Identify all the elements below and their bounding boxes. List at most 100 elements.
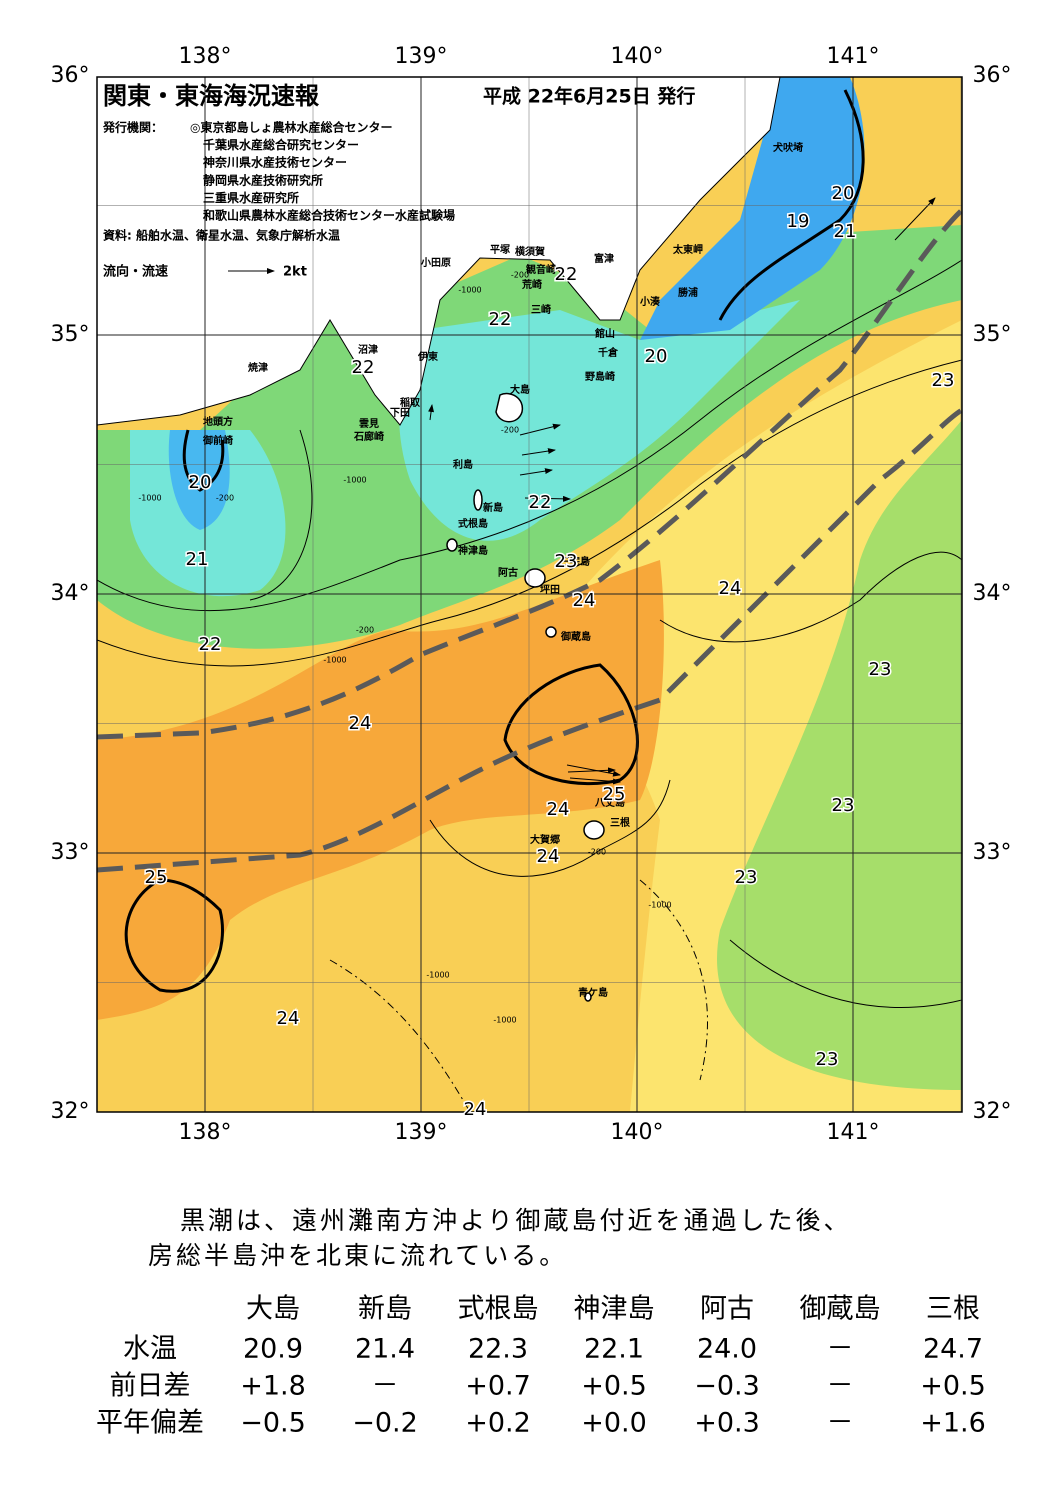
place-name: 阿古 — [498, 566, 518, 579]
contour-label: 24 — [537, 846, 560, 867]
place-name: 大賀郷 — [530, 833, 560, 846]
lon-label: 141° — [827, 44, 880, 69]
lat-label: 32° — [973, 1099, 1012, 1124]
land — [97, 77, 781, 426]
thick-contours — [124, 89, 865, 993]
depth-label: -1000 — [648, 901, 671, 910]
place-name: 犬吠埼 — [773, 141, 803, 154]
place-name: 三崎 — [531, 303, 551, 316]
table-cell: 22.1 — [584, 1334, 644, 1365]
contour-label: 25 — [145, 867, 168, 888]
table-cell: −0.5 — [240, 1408, 306, 1439]
place-name: 式根島 — [458, 517, 488, 530]
table-cell: +0.0 — [581, 1408, 647, 1439]
issuer: 三重県水産研究所 — [203, 190, 299, 205]
kuroshio-axis — [97, 208, 962, 873]
table-cell: 24.7 — [923, 1334, 983, 1365]
issuer: 和歌山県農林水産総合技術センター水産試験場 — [202, 208, 455, 223]
lat-label: 35° — [973, 322, 1012, 347]
place-name: 新島 — [483, 501, 503, 514]
contour-label: 24 — [719, 578, 742, 599]
contour-label: 23 — [869, 659, 892, 680]
depth-label: -1000 — [426, 971, 449, 980]
table-header: 大島 — [246, 1294, 300, 1325]
issuer: 千葉県水産総合研究センター — [203, 137, 359, 152]
lon-label: 138° — [179, 1120, 232, 1145]
place-name: 富津 — [594, 252, 614, 265]
depth-label: -200 — [511, 271, 529, 280]
depth-label: -200 — [588, 848, 606, 857]
contour-label: 24 — [573, 590, 596, 611]
place-name: 青ケ島 — [578, 986, 608, 999]
table-cell: 20.9 — [243, 1334, 303, 1365]
table-cell: 24.0 — [697, 1334, 757, 1365]
depth-label: -1000 — [138, 494, 161, 503]
place-name: 観音崎 — [526, 263, 556, 276]
table-cell: +1.6 — [920, 1408, 986, 1439]
row-label: 水温 — [123, 1334, 177, 1365]
issuer: 静岡県水産技術研究所 — [203, 172, 323, 187]
row-label: 平年偏差 — [96, 1408, 204, 1439]
sea-20-east — [640, 77, 865, 340]
place-name: 三根 — [610, 816, 630, 829]
place-name: 大島 — [510, 383, 530, 396]
place-name: 坪田 — [540, 583, 560, 596]
contour-label: 20 — [189, 472, 212, 493]
table-cell: +0.7 — [465, 1371, 531, 1402]
table-cell: 22.3 — [468, 1334, 528, 1365]
table-cell: +0.2 — [465, 1408, 531, 1439]
source: 資料: 船舶水温、衛星水温、気象庁解析水温 — [103, 228, 340, 243]
place-name: 横須賀 — [515, 245, 545, 258]
lon-label: 140° — [611, 1120, 664, 1145]
map-area — [97, 77, 962, 1112]
place-name: 下田 — [390, 407, 410, 419]
contour-label: 22 — [199, 634, 222, 655]
table-cell: +1.8 — [240, 1371, 306, 1402]
table-header: 三根 — [926, 1294, 980, 1325]
table-cell: － — [827, 1408, 854, 1439]
place-name: 稲取 — [400, 396, 421, 409]
table-header: 式根島 — [458, 1294, 539, 1325]
table-header: 新島 — [358, 1294, 412, 1325]
place-name: 千倉 — [598, 346, 619, 359]
contour-label: 24 — [277, 1008, 300, 1029]
summary-line: 房総半島沖を北東に流れている。 — [148, 1241, 567, 1270]
lon-label: 141° — [827, 1120, 880, 1145]
table-cell: － — [827, 1371, 854, 1402]
contour-label: 23 — [932, 370, 955, 391]
row-label: 前日差 — [110, 1371, 191, 1402]
lon-label: 138° — [179, 44, 232, 69]
contour-label: 24 — [547, 799, 570, 820]
place-name: 小湊 — [639, 295, 661, 308]
table-cell: −0.2 — [352, 1408, 418, 1439]
place-name: 御前崎 — [202, 434, 233, 447]
place-name: 御蔵島 — [560, 630, 591, 643]
lon-label: 140° — [611, 44, 664, 69]
place-name: 野島崎 — [585, 370, 615, 383]
contour-label: 21 — [186, 549, 209, 570]
depth-label: -200 — [501, 426, 519, 435]
contour-label: 24 — [349, 713, 372, 734]
title: 関東・東海海況速報 — [103, 82, 320, 110]
contours — [97, 259, 962, 1112]
table-cell: +0.3 — [694, 1408, 760, 1439]
contour-label: 23 — [735, 867, 758, 888]
place-name: 荒崎 — [521, 278, 542, 291]
place-name: 利島 — [453, 458, 473, 471]
place-name: 焼津 — [248, 361, 268, 374]
contour-label: 23 — [555, 551, 578, 572]
place-name: 小田原 — [420, 256, 451, 269]
lat-label: 34° — [51, 581, 90, 606]
map-frame — [96, 76, 963, 1113]
place-name: 雲見 — [359, 418, 379, 430]
lat-label: 36° — [973, 63, 1012, 88]
contour-label: 21 — [834, 221, 857, 242]
lon-label: 139° — [395, 44, 448, 69]
contour-label: 19 — [787, 211, 810, 232]
table-cell: 21.4 — [355, 1334, 415, 1365]
graticule — [97, 77, 962, 1112]
contour-label: 20 — [832, 183, 855, 204]
lat-label: 35° — [51, 322, 90, 347]
